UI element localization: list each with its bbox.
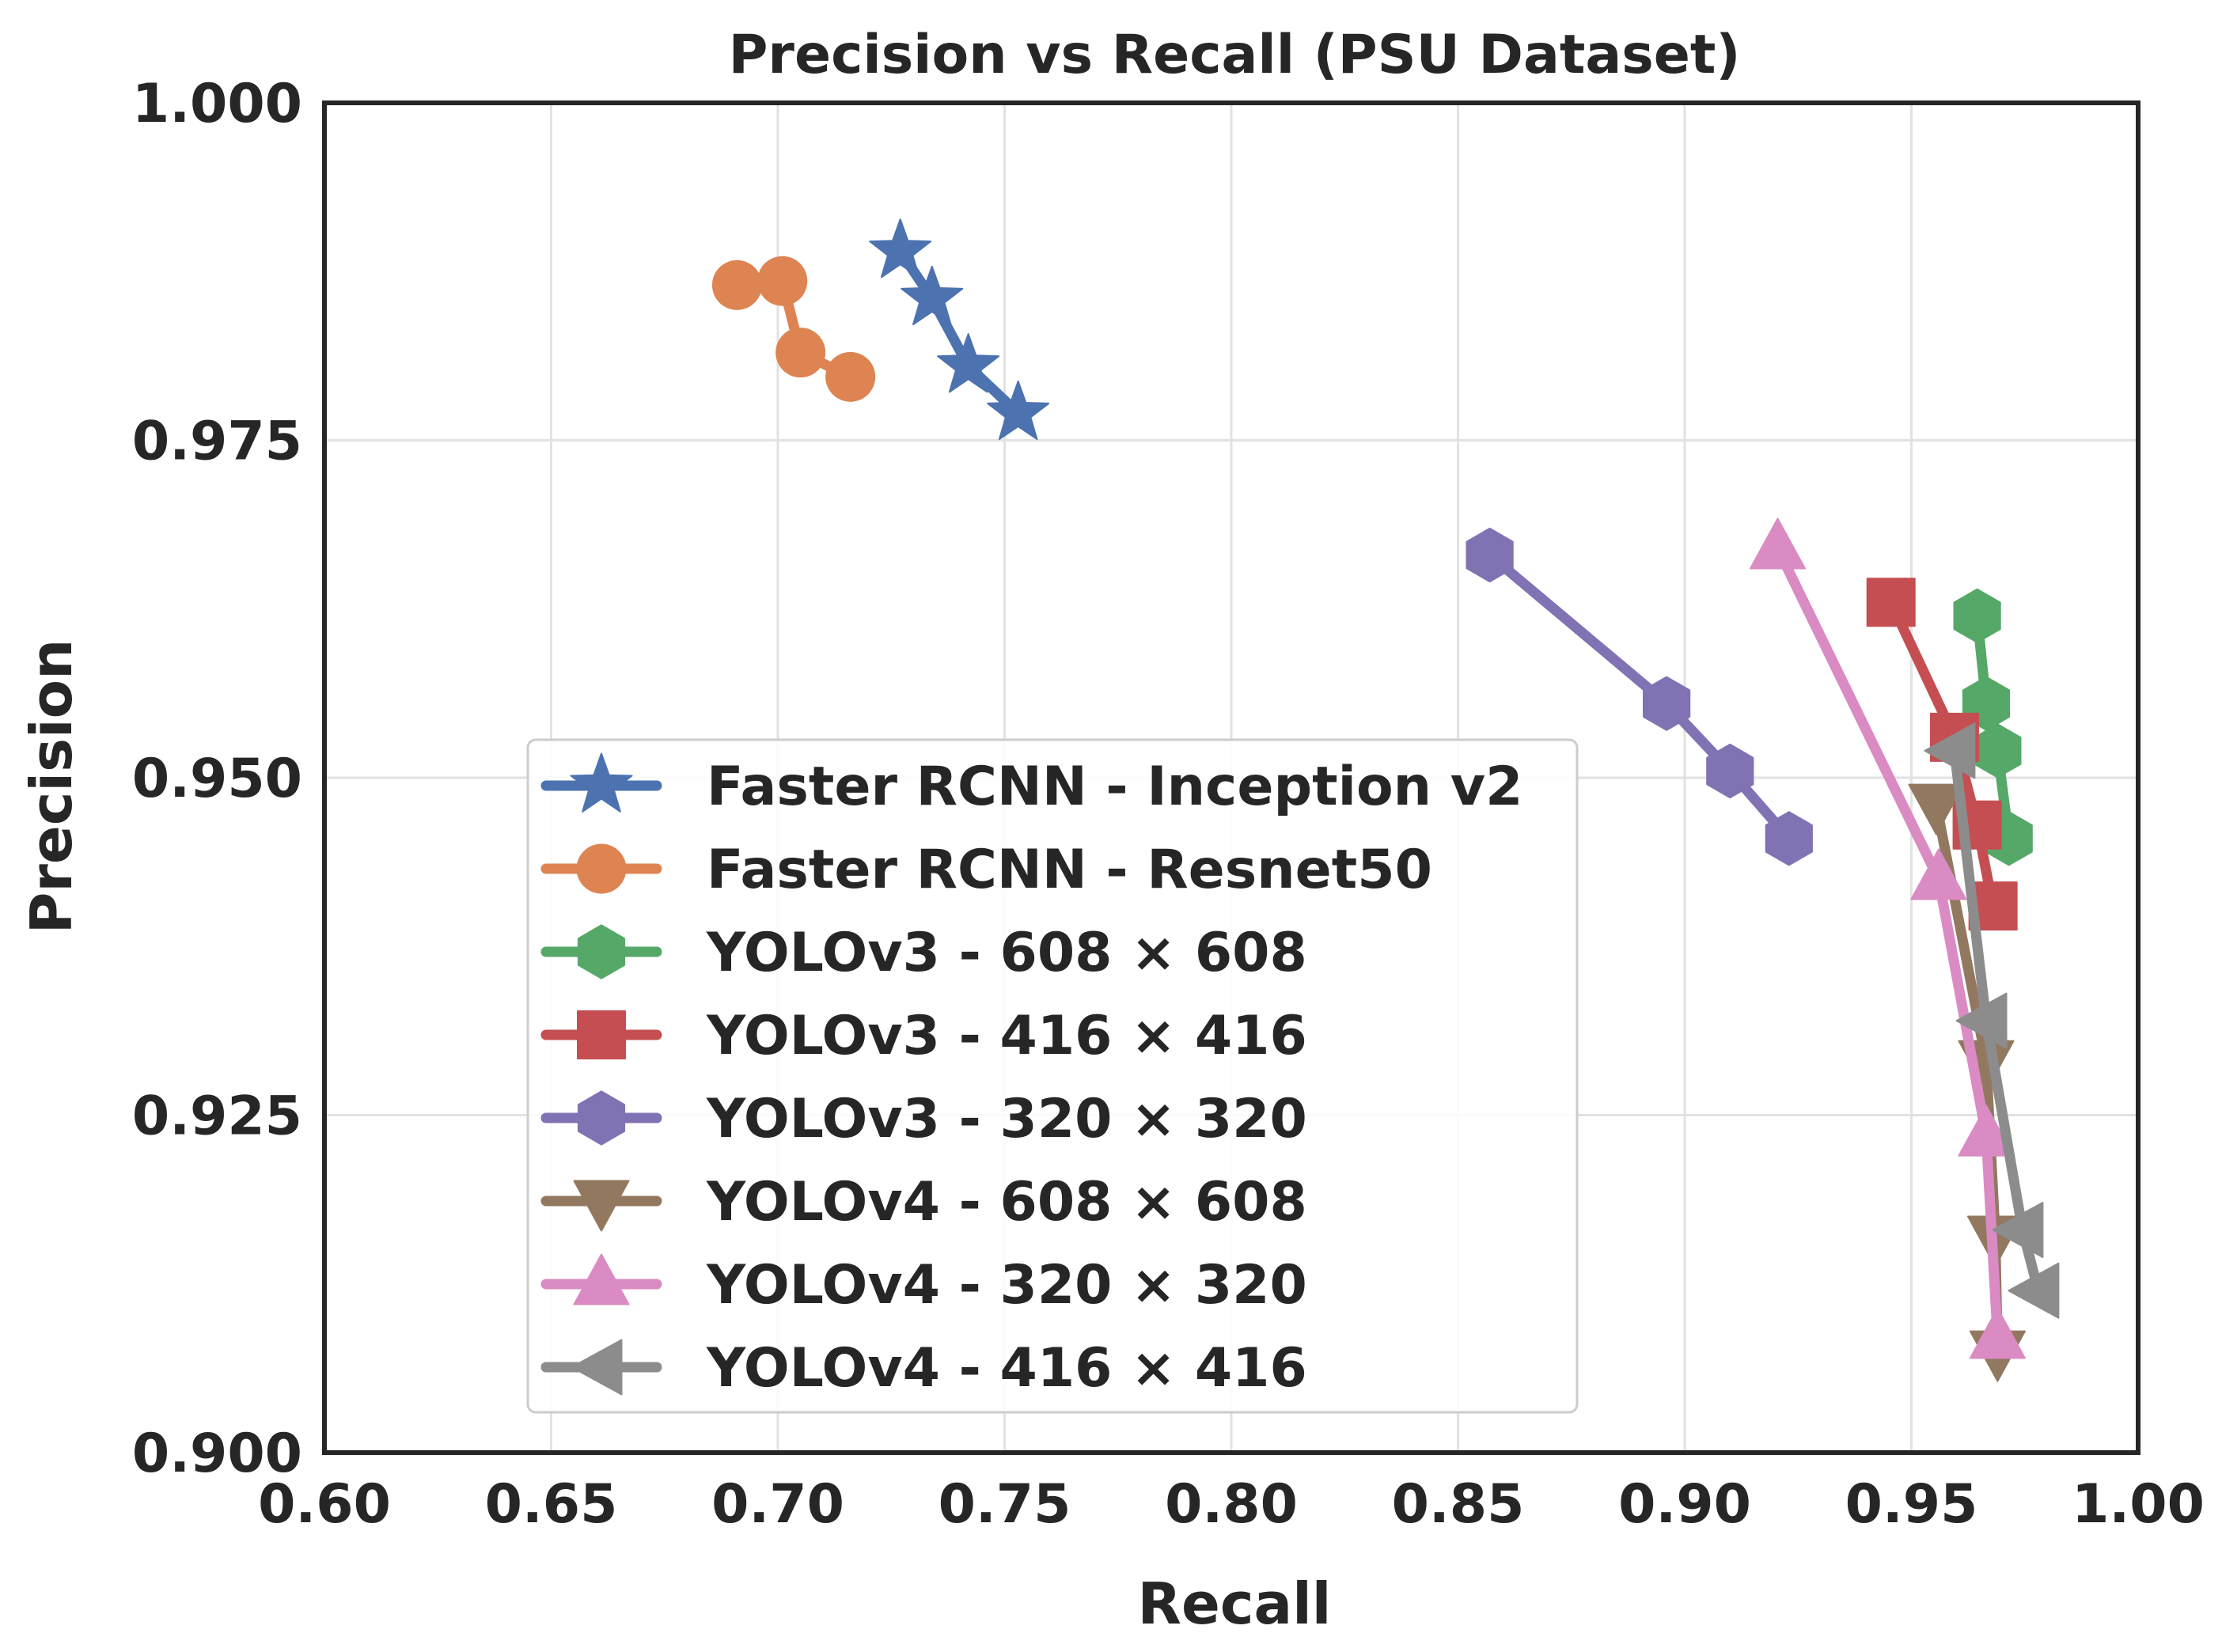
data-point bbox=[937, 333, 1000, 393]
legend-marker bbox=[571, 1339, 623, 1396]
legend-label: Faster RCNN - Resnet50 bbox=[707, 839, 1432, 901]
data-point bbox=[1958, 1104, 2015, 1157]
x-axis-label: Recall bbox=[1138, 1571, 1332, 1637]
data-point bbox=[1765, 811, 1813, 866]
data-point bbox=[1955, 992, 2008, 1049]
legend-label: YOLOv4 - 608 × 608 bbox=[706, 1171, 1307, 1233]
legend-item-yolov3-416-416: YOLOv3 - 416 × 416 bbox=[540, 1005, 1307, 1067]
tick-labels: 0.60 0.65 0.70 0.75 0.80 0.85 0.90 0.95 1.00 0.90… bbox=[132, 73, 2205, 1536]
legend: Faster RCNN - Inception v2 Faster RCNN - … bbox=[526, 738, 1579, 1414]
data-point bbox=[1992, 1202, 2044, 1258]
y-tick-label: 0.950 bbox=[132, 748, 302, 810]
legend-marker bbox=[577, 1010, 626, 1059]
data-point bbox=[1908, 783, 1965, 835]
y-tick-label: 0.975 bbox=[132, 411, 302, 473]
y-tick-label: 1.000 bbox=[132, 73, 302, 135]
y-axis-label: Precision bbox=[18, 639, 85, 934]
legend-label: YOLOv3 - 608 × 608 bbox=[706, 922, 1307, 984]
data-point bbox=[1924, 722, 1976, 779]
data-point bbox=[711, 260, 762, 310]
legend-item-yolov4-608-608: YOLOv4 - 608 × 608 bbox=[540, 1171, 1307, 1233]
x-tick-label: 0.80 bbox=[1165, 1473, 1298, 1536]
data-point bbox=[1969, 1307, 2026, 1359]
data-point bbox=[1466, 527, 1514, 583]
series-faster-rcnn-resnet50 bbox=[711, 256, 876, 402]
data-point bbox=[901, 265, 964, 326]
x-tick-label: 1.00 bbox=[2072, 1473, 2205, 1536]
data-point bbox=[1953, 588, 2001, 643]
legend-marker bbox=[577, 1090, 626, 1146]
data-point bbox=[1750, 517, 1806, 570]
legend-item-yolov3-608-608: YOLOv3 - 608 × 608 bbox=[540, 922, 1307, 984]
data-point bbox=[1866, 578, 1916, 627]
x-tick-label: 0.70 bbox=[711, 1473, 844, 1536]
legend-marker bbox=[573, 1253, 630, 1305]
data-point bbox=[1706, 743, 1754, 799]
series-line bbox=[1484, 550, 1795, 844]
legend-item-faster-rcnn-resnet50: Faster RCNN - Resnet50 bbox=[540, 839, 1432, 901]
legend-marker bbox=[577, 924, 626, 979]
y-tick-label: 0.925 bbox=[132, 1086, 302, 1148]
data-point bbox=[757, 256, 808, 306]
legend-item-faster-rcnn-inception-v2: Faster RCNN - Inception v2 bbox=[540, 752, 1522, 818]
legend-label: Faster RCNN - Inception v2 bbox=[707, 756, 1522, 818]
series-line bbox=[1773, 543, 2003, 1343]
legend-marker bbox=[576, 843, 627, 894]
x-tick-label: 0.90 bbox=[1618, 1473, 1751, 1536]
x-tick-label: 0.85 bbox=[1392, 1473, 1525, 1536]
series-yolov3-608-608 bbox=[1953, 588, 2033, 866]
x-tick-label: 0.65 bbox=[485, 1473, 618, 1536]
data-point bbox=[2008, 1262, 2060, 1319]
legend-label: YOLOv3 - 320 × 320 bbox=[706, 1088, 1307, 1150]
legend-item-yolov3-320-320: YOLOv3 - 320 × 320 bbox=[540, 1088, 1307, 1150]
data-point bbox=[869, 218, 932, 278]
legend-box bbox=[526, 738, 1579, 1414]
chart-title: Precision vs Recall (PSU Dataset) bbox=[729, 24, 1741, 86]
data-point bbox=[1910, 848, 1967, 900]
data-point bbox=[825, 351, 876, 402]
series-yolov3-320-320 bbox=[1466, 527, 1813, 866]
legend-label: YOLOv3 - 416 × 416 bbox=[706, 1005, 1307, 1067]
series-line bbox=[1949, 745, 2044, 1296]
x-tick-label: 0.60 bbox=[258, 1473, 391, 1536]
series-faster-rcnn-inception-v2 bbox=[869, 218, 1050, 441]
legend-label: YOLOv4 - 416 × 416 bbox=[706, 1337, 1307, 1400]
series-yolov4-416-416 bbox=[1924, 722, 2060, 1319]
series-layer bbox=[711, 218, 2060, 1382]
legend-item-yolov4-320-320: YOLOv4 - 320 × 320 bbox=[540, 1253, 1307, 1317]
legend-marker bbox=[570, 752, 633, 813]
legend-label: YOLOv4 - 320 × 320 bbox=[706, 1254, 1307, 1317]
data-point bbox=[987, 380, 1050, 441]
x-tick-label: 0.75 bbox=[938, 1473, 1071, 1536]
series-line bbox=[1886, 597, 1999, 911]
x-tick-label: 0.95 bbox=[1845, 1473, 1978, 1536]
data-point bbox=[1643, 676, 1691, 731]
legend-item-yolov4-416-416: YOLOv4 - 416 × 416 bbox=[540, 1337, 1307, 1400]
legend-marker bbox=[573, 1180, 630, 1232]
plot-frame bbox=[322, 100, 2140, 1455]
y-tick-label: 0.900 bbox=[132, 1423, 302, 1485]
series-yolov4-320-320 bbox=[1750, 517, 2026, 1359]
data-point bbox=[775, 328, 826, 378]
